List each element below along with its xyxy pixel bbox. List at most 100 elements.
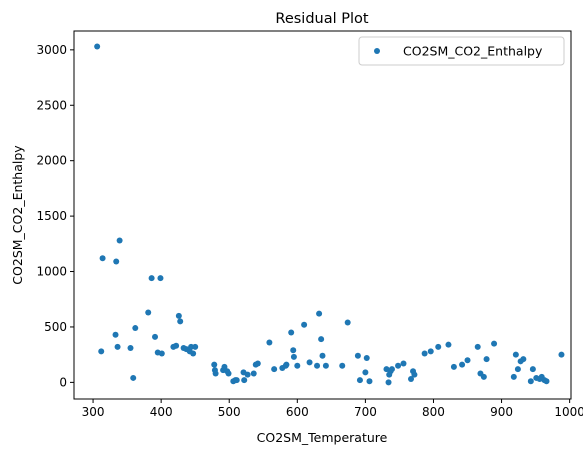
data-point [283,361,290,368]
data-point [474,343,481,350]
data-point [294,362,301,369]
data-point [344,319,351,326]
y-tick-label: 1000 [36,265,67,279]
data-point [363,354,370,361]
legend-box [358,36,565,66]
legend: CO2SM_CO2_Enthalpy [358,36,565,66]
data-point [543,378,550,385]
x-tick-label: 900 [490,405,513,419]
data-point [148,275,155,282]
data-point [114,343,121,350]
data-point [266,339,273,346]
data-point [254,360,261,367]
x-tick-label: 600 [286,405,309,419]
legend-marker [374,48,380,54]
data-point [527,378,534,385]
data-point [132,325,139,332]
x-tick-label: 300 [82,405,105,419]
data-point [233,377,240,384]
y-tick-label: 0 [59,375,67,389]
data-point [421,350,428,357]
y-tick-label: 2500 [36,98,67,112]
data-point [290,347,297,354]
data-point [112,331,119,338]
data-point [558,351,565,358]
y-axis: 0 500 1000 1500 2000 2500 3000 [36,43,74,389]
data-point [408,376,415,383]
data-point [529,366,536,373]
plot-frame [73,30,572,400]
data-point [158,350,165,357]
data-points [94,43,565,386]
data-point [241,377,248,384]
data-point [190,350,197,357]
data-point [173,342,180,349]
data-point [411,371,418,378]
data-point [212,370,219,377]
data-point [362,369,369,376]
data-point [339,362,346,369]
data-point [127,345,134,352]
y-tick-label: 500 [44,320,67,334]
data-point [514,366,521,373]
data-point [491,340,498,347]
data-point [464,357,471,364]
data-point [250,370,257,377]
data-point [225,370,232,377]
data-point [354,352,361,359]
data-point [388,366,395,373]
x-tick-label: 700 [354,405,377,419]
data-point [510,373,517,380]
data-point [395,362,402,369]
data-point [175,312,182,319]
data-point [427,348,434,355]
data-point [145,309,152,316]
data-point [512,351,519,358]
data-point [192,343,199,350]
data-point [314,362,321,369]
y-axis-label: CO2SM_CO2_Enthalpy [10,145,25,285]
y-tick-label: 1500 [36,209,67,223]
x-axis: 300 400 500 600 700 800 900 1000 [82,399,583,419]
data-point [483,356,490,363]
data-point [435,343,442,350]
data-point [211,361,218,368]
x-tick-label: 500 [218,405,241,419]
data-point [400,360,407,367]
data-point [177,318,184,325]
data-point [356,377,363,384]
chart-title: Residual Plot [275,11,368,27]
data-point [116,237,123,244]
x-axis-label: CO2SM_Temperature [257,430,388,445]
data-point [98,348,105,355]
data-point [152,333,159,340]
data-point [290,353,297,360]
y-tick-label: 3000 [36,43,67,57]
data-point [113,258,120,265]
data-point [385,379,392,386]
data-point [244,371,251,378]
data-point [450,363,457,370]
data-point [322,362,329,369]
x-tick-label: 400 [150,405,173,419]
data-point [480,373,487,380]
data-point [99,255,106,262]
data-point [445,341,452,348]
data-point [94,43,101,50]
x-tick-label: 800 [422,405,445,419]
data-point [520,356,527,363]
data-point [271,366,278,373]
data-point [318,336,325,343]
data-point [306,359,313,366]
data-point [319,352,326,359]
data-point [130,374,137,381]
data-point [459,361,466,368]
data-point [301,321,308,328]
y-tick-label: 2000 [36,154,67,168]
data-point [288,329,295,336]
data-point [157,275,164,282]
data-point [316,310,323,317]
data-point [221,363,228,370]
